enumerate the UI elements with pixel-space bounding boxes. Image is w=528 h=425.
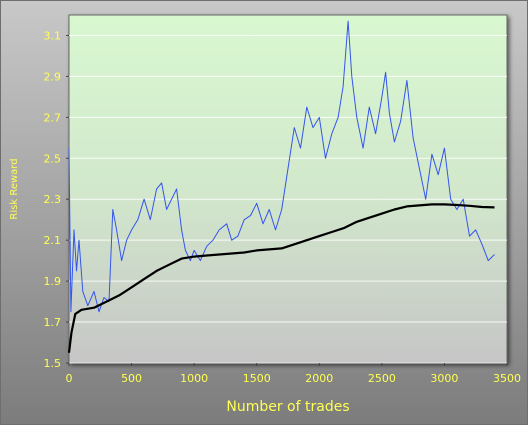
y-tick-label: 2.5 — [44, 152, 62, 165]
y-tick-label: 1.7 — [44, 316, 62, 329]
series-line-raw — [68, 20, 495, 313]
y-tick-label: 2.3 — [44, 193, 62, 206]
series-line-average — [67, 203, 495, 353]
plot-area — [68, 14, 508, 364]
x-tick-label: 1000 — [180, 372, 208, 385]
x-tick-label: 2500 — [368, 372, 396, 385]
x-tick-label: 1500 — [243, 372, 271, 385]
y-tick-label: 1.5 — [44, 357, 62, 370]
x-tick-label: 3000 — [430, 372, 458, 385]
y-tick-label: 2.1 — [44, 234, 62, 247]
y-axis-ticks: 1.5 1.7 1.9 2.1 2.3 2.5 2.7 2.9 3.1 — [44, 29, 69, 370]
y-tick-label: 1.9 — [44, 275, 62, 288]
x-tick-label: 3500 — [493, 372, 521, 385]
x-axis-title: Number of trades — [226, 399, 349, 415]
y-axis-title: Risk Reward — [9, 158, 20, 219]
x-axis-ticks: 0 500 1000 1500 2000 2500 3000 3500 — [66, 363, 521, 385]
y-tick-label: 3.1 — [44, 29, 62, 42]
x-tick-label: 500 — [121, 372, 142, 385]
x-tick-label: 2000 — [305, 372, 333, 385]
y-tick-label: 2.7 — [44, 111, 62, 124]
x-tick-label: 0 — [66, 372, 73, 385]
series-group — [67, 20, 495, 353]
y-tick-label: 2.9 — [44, 70, 62, 83]
